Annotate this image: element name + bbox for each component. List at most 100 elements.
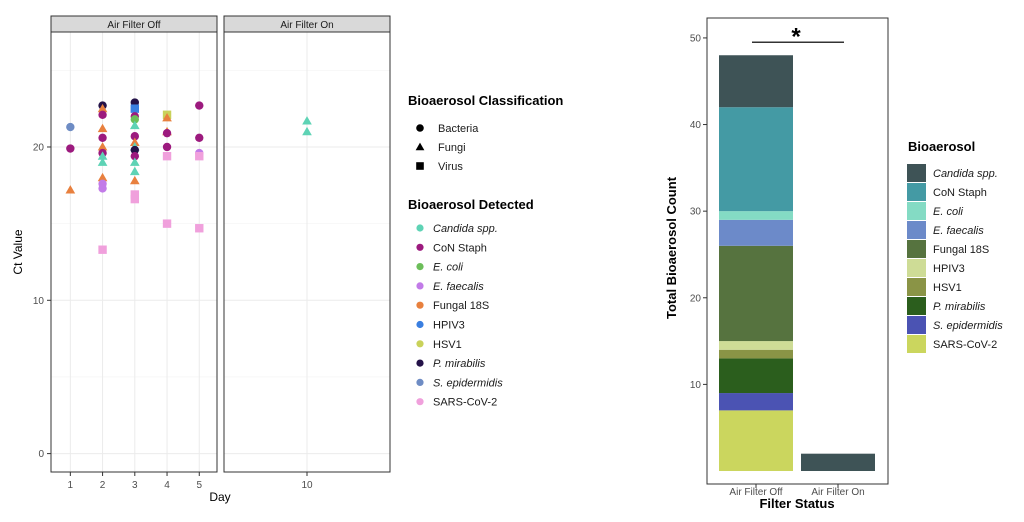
ct-value-scatter-plot: Air Filter Off Air Filter On 0 10 20 1 2 3 4 5… — [11, 15, 391, 504]
color-swatch-icon — [416, 398, 424, 406]
data-point — [130, 132, 140, 141]
bar-legend-label: S. epidermidis — [933, 320, 1003, 332]
bar-legend-item: Candida spp. — [907, 164, 998, 182]
bar-x-tick-label: Air Filter Off — [729, 487, 782, 498]
data-point — [98, 110, 107, 119]
bar-legend-item: Fungal 18S — [907, 240, 989, 258]
bar-legend-label: E. faecalis — [933, 225, 984, 237]
bar-segment — [719, 55, 793, 108]
bar-segment — [801, 453, 875, 472]
bar-legend-label: P. mirabilis — [933, 301, 986, 313]
data-point — [162, 219, 172, 228]
data-point — [129, 157, 140, 166]
y-tick-label: 20 — [33, 142, 45, 153]
color-legend-item: HPIV3 — [416, 320, 465, 332]
bar-segment — [719, 358, 793, 394]
shape-legend-title: Bioaerosol Classification — [408, 93, 563, 108]
points-layer — [65, 98, 204, 254]
bar-x-axis: Air Filter Off Air Filter On — [729, 484, 865, 498]
color-swatch-icon — [416, 301, 424, 309]
color-swatch-icon — [416, 243, 424, 251]
bar-segment — [719, 410, 793, 472]
color-swatch-icon — [416, 340, 424, 348]
color-legend-item: P. mirabilis — [416, 358, 486, 370]
color-swatch-icon — [416, 282, 424, 290]
data-point — [130, 151, 140, 161]
color-legend-label: S. epidermidis — [433, 377, 503, 389]
bar-legend-label: CoN Staph — [933, 187, 987, 199]
bar-segment — [719, 349, 793, 359]
data-point — [195, 101, 204, 110]
circle-icon — [416, 124, 424, 132]
bar-y-axis-title: Total Bioaerosol Count — [664, 176, 679, 319]
bar-legend-label: HSV1 — [933, 282, 962, 294]
legend-swatch-icon — [907, 240, 926, 258]
bar-y-tick-label: 20 — [690, 293, 702, 304]
square-icon — [416, 162, 424, 170]
data-point — [129, 120, 140, 130]
bar-segment — [719, 107, 793, 212]
facet-air-filter-on: Air Filter On — [223, 15, 391, 473]
color-swatch-icon — [416, 224, 424, 232]
significance-annotation: * — [752, 23, 844, 50]
shape-legend-label: Virus — [438, 161, 463, 173]
data-point — [98, 184, 107, 193]
data-point — [302, 126, 312, 136]
bar-legend-item: HPIV3 — [907, 259, 965, 277]
bar-segment — [719, 393, 793, 411]
y-axis-title: Ct Value — [11, 229, 25, 274]
legend-swatch-icon — [907, 335, 926, 353]
color-legend-label: CoN Staph — [433, 242, 487, 254]
grid-lines — [51, 32, 217, 472]
color-legend-label: E. coli — [433, 262, 464, 274]
shape-legend-item: Virus — [416, 161, 463, 173]
data-point — [130, 104, 140, 113]
shape-legend-label: Bacteria — [438, 123, 479, 135]
data-point — [195, 133, 204, 142]
bar-legend-label: Fungal 18S — [933, 244, 989, 256]
color-legend: Bioaerosol Detected Candida spp. CoN Stap… — [408, 197, 534, 409]
color-legend-item: SARS-CoV-2 — [416, 397, 497, 409]
data-point — [97, 123, 108, 133]
x-axis: 1 2 3 4 5 10 — [68, 472, 313, 491]
data-point — [162, 151, 172, 161]
color-legend-label: HPIV3 — [433, 320, 465, 332]
stacked-bar-chart: 10 20 30 40 50 Air Filter Off Air Filter On *… — [664, 17, 889, 511]
bar-y-tick-label: 40 — [690, 120, 702, 131]
data-point — [65, 185, 76, 194]
bar-legend-label: SARS-CoV-2 — [933, 339, 997, 351]
color-legend-label: P. mirabilis — [433, 358, 486, 370]
bar-legend-item: CoN Staph — [907, 183, 987, 201]
data-point — [97, 151, 108, 160]
bar-legend-item: S. epidermidis — [907, 316, 1003, 334]
data-point — [130, 115, 140, 124]
y-axis: 0 10 20 — [33, 142, 51, 460]
facet-air-filter-off: Air Filter Off — [50, 15, 218, 473]
color-legend-label: SARS-CoV-2 — [433, 397, 497, 409]
facet-label-off: Air Filter Off — [107, 20, 160, 31]
legend-swatch-icon — [907, 259, 926, 277]
x-tick-label: 2 — [100, 480, 106, 491]
data-point — [162, 113, 172, 122]
bar-legend-item: E. coli — [907, 202, 964, 220]
data-point — [195, 151, 204, 161]
bar-y-tick-label: 50 — [690, 33, 702, 44]
data-point — [98, 245, 107, 254]
points-layer — [302, 116, 312, 136]
bar-legend-label: E. coli — [933, 206, 964, 218]
color-legend-label: E. faecalis — [433, 281, 484, 293]
color-legend-item: S. epidermidis — [416, 377, 503, 389]
bar-legend-item: HSV1 — [907, 278, 962, 296]
bar-segment — [719, 219, 793, 246]
data-point — [195, 224, 204, 233]
legend-swatch-icon — [907, 297, 926, 315]
legend-swatch-icon — [907, 183, 926, 201]
significance-star: * — [791, 23, 801, 50]
legend-swatch-icon — [907, 164, 926, 182]
grid-lines — [224, 32, 390, 472]
x-tick-label: 3 — [132, 480, 138, 491]
bar-legend-label: Candida spp. — [933, 168, 998, 180]
bar-x-axis-title: Filter Status — [759, 496, 834, 511]
legend-swatch-icon — [907, 202, 926, 220]
color-legend-item: E. coli — [416, 262, 464, 274]
